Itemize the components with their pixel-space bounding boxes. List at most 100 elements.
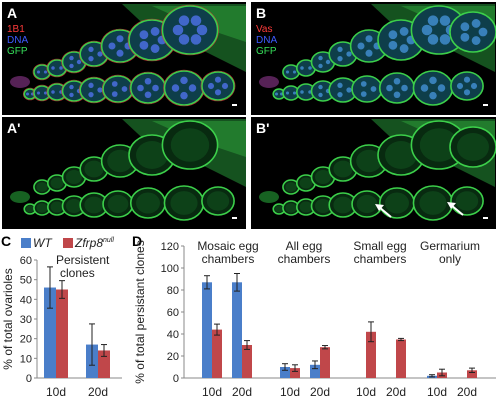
ovariole-image-a <box>10 4 246 107</box>
channel-label-a-1: 1B1 <box>7 24 25 35</box>
bar <box>202 282 212 378</box>
ovary-tissue <box>259 119 496 221</box>
nucleus <box>137 84 144 92</box>
legend-label-wt: WT <box>33 236 53 250</box>
egg-chamber-interior <box>84 160 104 178</box>
egg-chamber-interior <box>50 177 64 189</box>
nucleus <box>300 90 304 94</box>
nucleus <box>36 70 41 74</box>
nucleus <box>97 87 103 93</box>
nucleus <box>196 24 208 36</box>
y-tick-label: 20 <box>20 334 32 346</box>
nucleus <box>346 87 352 93</box>
nucleus <box>393 91 401 99</box>
x-tick-label: 10d <box>280 385 300 399</box>
nucleus <box>456 82 464 90</box>
nucleus <box>427 34 439 45</box>
annotation-text: clones <box>60 266 95 280</box>
y-tick-label: 80 <box>167 285 179 297</box>
y-tick-label: 30 <box>20 314 32 326</box>
nucleus <box>325 59 331 65</box>
nucleus <box>69 63 74 69</box>
ovary-tissue <box>259 4 496 106</box>
nucleus <box>357 42 365 50</box>
y-axis-title: % of total persistant clones <box>133 240 147 383</box>
nucleus <box>178 15 190 26</box>
nucleus <box>292 70 297 74</box>
nucleus <box>337 56 343 62</box>
nucleus <box>393 77 401 85</box>
egg-chamber-interior <box>356 149 382 173</box>
nucleus <box>421 24 433 36</box>
egg-chamber-interior <box>315 199 331 213</box>
egg-chamber-interior <box>285 203 297 213</box>
y-tick-label: 100 <box>161 263 179 275</box>
x-tick-label: 20d <box>310 385 330 399</box>
y-tick-label: 120 <box>161 241 179 253</box>
nucleus <box>121 86 128 92</box>
membrane-stain <box>200 70 236 102</box>
bar <box>98 350 110 378</box>
legend-swatch-zfrp8 <box>63 238 73 248</box>
ovary-tissue <box>10 4 246 107</box>
channel-label-b-1: Vas <box>256 24 273 35</box>
nucleus <box>360 81 367 87</box>
bar <box>232 282 242 378</box>
nucleus <box>463 76 471 83</box>
egg-chamber-interior <box>285 182 297 192</box>
legend-label-zfrp8: Zfrp8null <box>74 236 114 250</box>
nucleus <box>180 76 188 85</box>
bar <box>366 331 376 378</box>
nucleus <box>214 89 222 96</box>
x-tick-label: 20d <box>457 385 477 399</box>
egg-chamber-interior <box>299 177 313 189</box>
egg-chamber-interior <box>26 205 34 213</box>
nucleus <box>221 82 229 90</box>
scale-bar-a <box>232 104 237 106</box>
bar <box>310 364 320 378</box>
nucleus <box>318 55 323 61</box>
nucleus <box>111 91 118 97</box>
bar <box>242 345 252 378</box>
nucleus <box>43 70 48 74</box>
egg-chamber-interior <box>170 128 210 162</box>
micrograph-panel-a: A 1B1 DNA GFP <box>2 2 246 115</box>
y-tick-label: 40 <box>20 294 32 306</box>
nucleus <box>337 92 343 98</box>
nucleus <box>318 63 323 69</box>
chart-c: C 0 10 20 30 40 50 60 % of total ovarioles 10d 20d… <box>1 233 122 399</box>
nucleus <box>171 84 180 92</box>
x-tick-label: 10d <box>427 385 447 399</box>
nucleus <box>470 82 478 90</box>
egg-chamber-interior <box>333 160 353 178</box>
nucleus <box>471 36 481 45</box>
nucleus <box>360 91 367 97</box>
x-tick-label: 10d <box>46 385 66 399</box>
x-tick-label: 20d <box>88 385 108 399</box>
y-tick-label: 60 <box>20 255 32 267</box>
nucleus <box>437 84 446 92</box>
egg-chamber-interior <box>36 182 48 192</box>
group-label: chambers <box>278 252 331 266</box>
egg-chamber <box>102 75 134 103</box>
nucleus <box>292 91 297 95</box>
nucleus <box>388 40 398 50</box>
nucleus <box>365 49 373 57</box>
nucleus <box>26 92 29 96</box>
nucleus <box>370 86 377 92</box>
x-tick-label: 10d <box>356 385 376 399</box>
egg-chamber <box>449 11 496 53</box>
nucleus <box>429 91 437 100</box>
nucleus <box>401 84 408 92</box>
egg-chamber-interior <box>84 196 104 214</box>
nucleus <box>152 84 159 92</box>
nucleus <box>275 92 278 96</box>
nucleus <box>188 84 197 92</box>
nucleus <box>365 35 373 43</box>
group-label: All egg <box>286 239 323 253</box>
nucleus <box>337 82 343 88</box>
y-tick-label: 60 <box>167 307 179 319</box>
nucleus <box>59 66 63 70</box>
nucleus <box>399 27 409 36</box>
egg-chamber-interior <box>333 196 353 214</box>
